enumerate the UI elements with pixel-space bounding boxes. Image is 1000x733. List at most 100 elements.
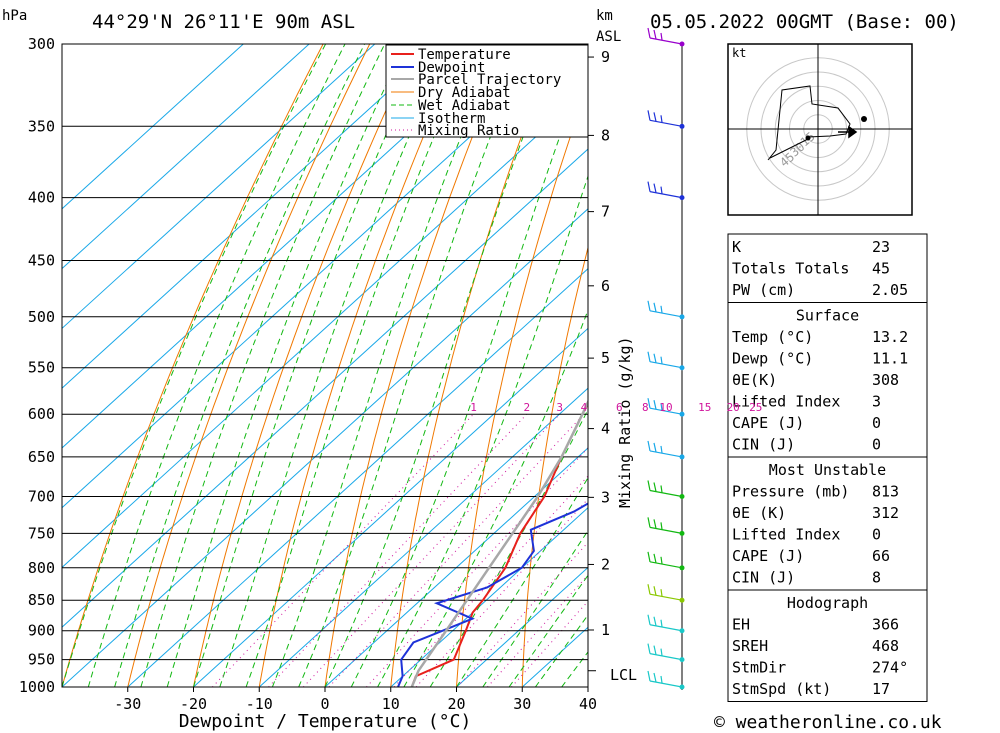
indices-box <box>727 233 928 303</box>
km-tick-label: 1 <box>601 621 610 639</box>
wet-adiabat-line <box>482 529 588 687</box>
index-value: 2.05 <box>872 281 908 299</box>
series-parcel-trajectory <box>410 399 588 687</box>
index-label: Dewp (°C) <box>732 350 813 368</box>
wind-barb <box>647 551 683 569</box>
mixing-ratio-label: 6 <box>616 401 623 414</box>
asl-unit-label: ASL <box>596 29 621 45</box>
dry-adiabat-line <box>521 245 588 687</box>
datetime-title: 05.05.2022 00GMT (Base: 00) <box>650 11 959 33</box>
wet-adiabat-line <box>219 44 451 687</box>
km-tick-label: 8 <box>601 126 610 144</box>
x-tick-label: -20 <box>180 695 207 713</box>
wet-adiabat-line <box>166 44 406 687</box>
dry-adiabat-line <box>949 7 983 687</box>
x-tick-label: 20 <box>447 695 465 713</box>
wind-barb <box>647 300 683 318</box>
pressure-tick-label: 350 <box>28 117 55 135</box>
legend-isotherm: Isotherm <box>418 111 485 127</box>
series-temperature <box>410 401 588 687</box>
index-label: Pressure (mb) <box>732 483 849 501</box>
hodograph-point <box>861 116 867 122</box>
indices-section-title: Surface <box>796 307 859 325</box>
index-value: 312 <box>872 504 899 522</box>
storm-motion-arrow <box>838 125 858 139</box>
index-label: PW (cm) <box>732 281 795 299</box>
index-label: Temp (°C) <box>732 328 813 346</box>
km-axis: 1 2 3 4 5 6 7 8 9 <box>588 48 610 672</box>
mixing-ratio-line <box>268 413 528 687</box>
hodograph-trace <box>767 85 851 161</box>
index-label: CIN (J) <box>732 569 795 587</box>
index-value: 17 <box>872 680 890 698</box>
index-label: θE (K) <box>732 504 786 522</box>
isotherm-line <box>62 44 376 330</box>
indices-box <box>727 456 928 591</box>
km-tick-label: 6 <box>601 277 610 295</box>
index-value: 66 <box>872 547 890 565</box>
x-tick-label: 0 <box>320 695 329 713</box>
index-label: θE(K) <box>732 371 777 389</box>
wet-adiabat-line <box>193 44 428 687</box>
pressure-tick-label: 750 <box>28 524 55 542</box>
index-value: 0 <box>872 526 881 544</box>
mixing-ratio-line <box>487 574 588 687</box>
pressure-tick-label: 300 <box>28 35 55 53</box>
mixing-ratio-label: 3 <box>556 401 563 414</box>
pressure-tick-label: 650 <box>28 448 55 466</box>
isotherm-line <box>390 507 588 687</box>
index-label: StmDir <box>732 659 786 677</box>
mixing-ratio-line <box>303 413 561 687</box>
index-value: 308 <box>872 371 899 389</box>
lcl-label: LCL <box>610 666 637 684</box>
km-tick-label: 7 <box>601 203 610 221</box>
pressure-tick-label: 600 <box>28 405 55 423</box>
wet-adiabat-line <box>456 476 588 687</box>
wind-barb <box>647 614 683 632</box>
x-tick-label: 10 <box>382 695 400 713</box>
x-tick-label: -10 <box>246 695 273 713</box>
mixing-ratio-label: 2 <box>523 401 530 414</box>
pressure-axis: 300 350 400 450 500 550 600 650 700 750 800 850 900 9… <box>19 35 55 696</box>
indices-section-title: Hodograph <box>787 594 868 612</box>
isotherm-line <box>62 208 588 687</box>
legend-dewpoint: Dewpoint <box>418 60 485 76</box>
mixing-ratio-label: 25 <box>749 401 762 414</box>
mixing-ratio-line <box>328 413 585 687</box>
index-label: CAPE (J) <box>732 547 804 565</box>
mixing-ratio-line <box>393 475 588 687</box>
index-value: 23 <box>872 238 890 256</box>
wet-adiabat-line <box>534 614 588 687</box>
index-value: 11.1 <box>872 350 908 368</box>
location-title: 44°29'N 26°11'E 90m ASL <box>92 11 355 33</box>
wind-barb <box>647 440 683 458</box>
pressure-tick-label: 500 <box>28 308 55 326</box>
wet-adiabat-line <box>508 574 588 687</box>
isotherm-line <box>193 327 588 687</box>
km-tick-label: 5 <box>601 349 610 367</box>
legend-mixing-ratio: Mixing Ratio <box>418 123 519 139</box>
profile-lines <box>397 399 588 687</box>
wind-barb <box>647 670 683 688</box>
temperature-axis: -30 -20 -10 0 10 20 30 40 <box>114 687 597 713</box>
legend-dry-adiabat: Dry Adiabat <box>418 85 511 101</box>
index-label: EH <box>732 616 750 634</box>
index-value: 0 <box>872 436 881 454</box>
wind-barb <box>647 351 683 369</box>
isotherm-line <box>258 387 588 687</box>
legend-wet-adiabat: Wet Adiabat <box>418 98 511 114</box>
wind-barb <box>647 27 683 45</box>
series-dewpoint <box>397 502 588 687</box>
index-label: Lifted Index <box>732 526 840 544</box>
wind-barb <box>647 643 683 661</box>
pressure-tick-label: 950 <box>28 651 55 669</box>
isotherm-line <box>62 44 245 210</box>
wet-adiabat-line <box>140 44 386 687</box>
indices-table: K 23 Totals Totals 45 PW (cm) 2.05 Surface Temp… <box>727 233 928 702</box>
dry-adiabat-line <box>127 44 371 687</box>
wind-barb <box>647 398 683 415</box>
pressure-tick-label: 900 <box>28 622 55 640</box>
km-tick-label: 4 <box>601 420 610 438</box>
mixing-ratio-label: 8 <box>642 401 649 414</box>
